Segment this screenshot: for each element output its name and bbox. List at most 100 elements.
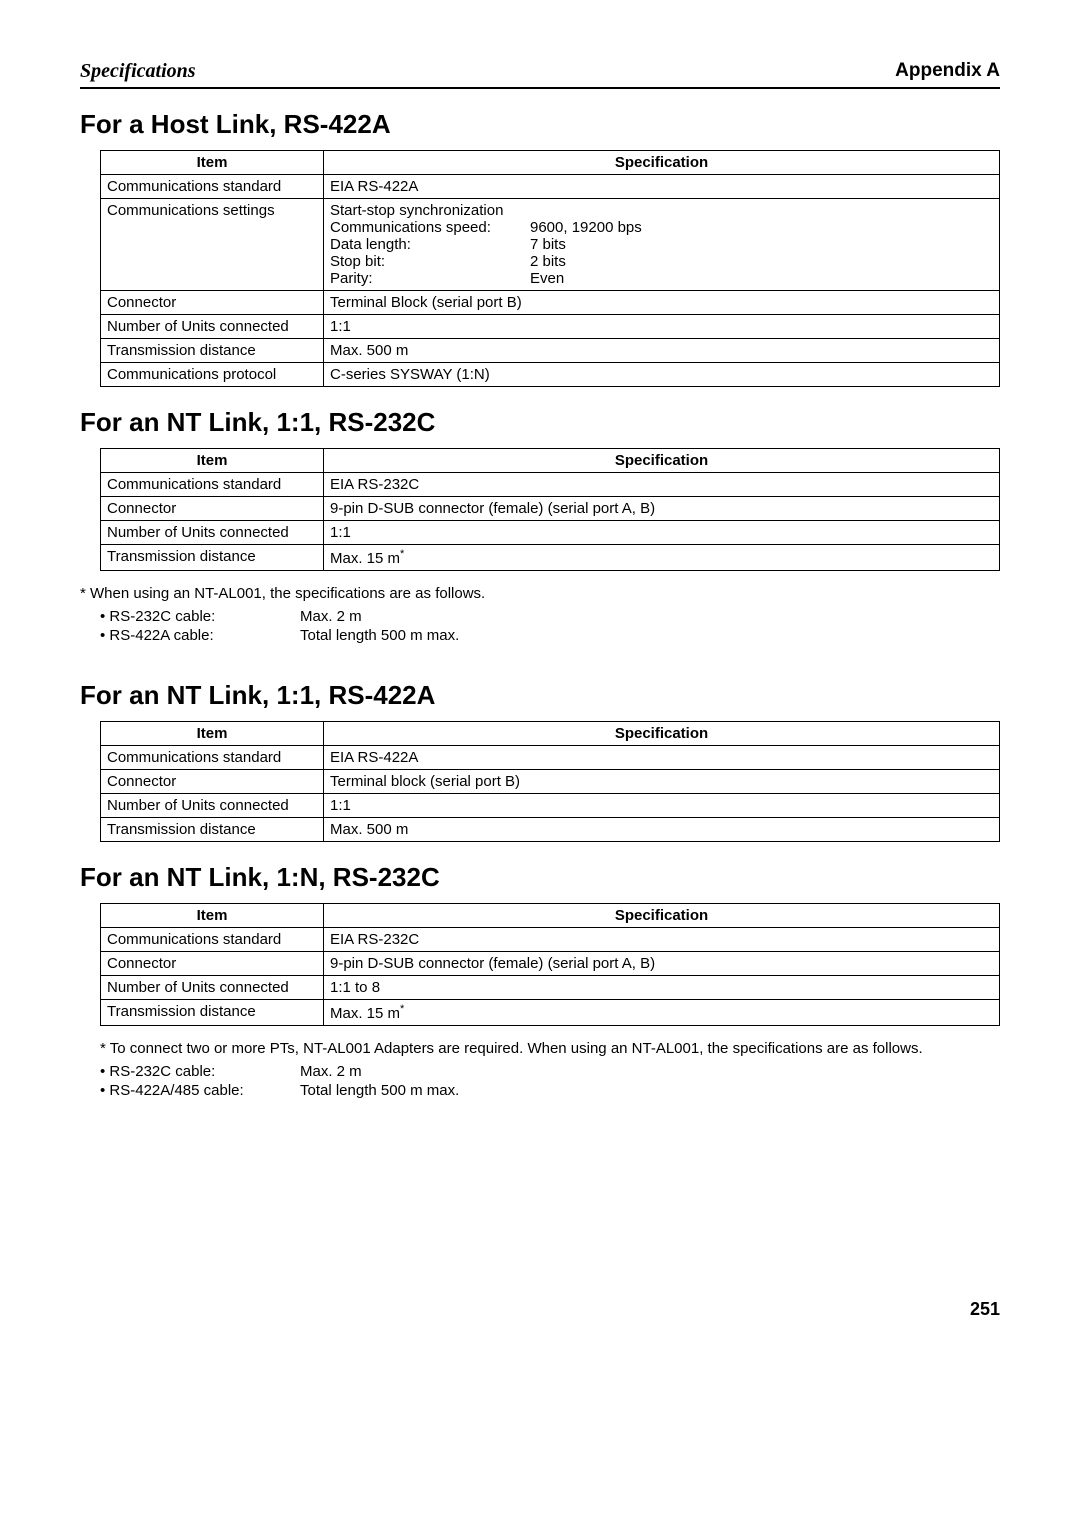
- cell-spec: 9-pin D-SUB connector (female) (serial p…: [324, 952, 1000, 976]
- bullet-row: • RS-422A cable: Total length 500 m max.: [100, 627, 1000, 644]
- table-row: Transmission distance Max. 500 m: [101, 339, 1000, 363]
- spec-table: Item Specification Communications standa…: [100, 721, 1000, 842]
- spec-table: Item Specification Communications standa…: [100, 448, 1000, 571]
- bullet-row: • RS-232C cable: Max. 2 m: [100, 608, 1000, 625]
- col-header-item: Item: [101, 904, 324, 928]
- cell-spec: Max. 500 m: [324, 818, 1000, 842]
- cell-spec: Terminal Block (serial port B): [324, 291, 1000, 315]
- cell-item: Communications protocol: [101, 363, 324, 387]
- cell-item: Communications standard: [101, 928, 324, 952]
- asterisk: *: [400, 548, 404, 560]
- settings-line: Parity: Even: [330, 270, 993, 287]
- settings-value: 7 bits: [530, 236, 566, 253]
- col-header-item: Item: [101, 722, 324, 746]
- cell-spec-settings: Start-stop synchronization Communication…: [324, 199, 1000, 291]
- section-title: For an NT Link, 1:1, RS-422A: [80, 680, 1000, 711]
- footnote-lead: * When using an NT-AL001, the specificat…: [80, 585, 1000, 602]
- cell-item: Connector: [101, 952, 324, 976]
- cell-spec: EIA RS-422A: [324, 746, 1000, 770]
- col-header-spec: Specification: [324, 151, 1000, 175]
- spec-table: Item Specification Communications standa…: [100, 150, 1000, 387]
- cell-spec: Max. 15 m*: [324, 1000, 1000, 1026]
- bullet-label: • RS-422A/485 cable:: [100, 1082, 300, 1099]
- cell-item: Connector: [101, 770, 324, 794]
- cell-spec: 1:1: [324, 521, 1000, 545]
- bullet-label: • RS-232C cable:: [100, 1063, 300, 1080]
- col-header-item: Item: [101, 151, 324, 175]
- spec-table: Item Specification Communications standa…: [100, 903, 1000, 1026]
- page-number: 251: [80, 1299, 1000, 1320]
- section-title: For an NT Link, 1:N, RS-232C: [80, 862, 1000, 893]
- cell-spec: Max. 15 m*: [324, 545, 1000, 571]
- table-row: Transmission distance Max. 15 m*: [101, 1000, 1000, 1026]
- cell-spec: 9-pin D-SUB connector (female) (serial p…: [324, 497, 1000, 521]
- settings-label: Data length:: [330, 236, 530, 253]
- asterisk: *: [400, 1003, 404, 1015]
- col-header-spec: Specification: [324, 449, 1000, 473]
- cell-item: Connector: [101, 497, 324, 521]
- footnote-bullets: • RS-232C cable: Max. 2 m • RS-422A/485 …: [100, 1063, 1000, 1099]
- cell-item: Communications standard: [101, 473, 324, 497]
- col-header-spec: Specification: [324, 722, 1000, 746]
- bullet-value: Max. 2 m: [300, 1063, 362, 1080]
- page-header: Specifications Appendix A: [80, 60, 1000, 89]
- cell-spec: Terminal block (serial port B): [324, 770, 1000, 794]
- table-row: Connector 9-pin D-SUB connector (female)…: [101, 952, 1000, 976]
- table-row: Connector Terminal block (serial port B): [101, 770, 1000, 794]
- cell-spec: 1:1: [324, 794, 1000, 818]
- cell-item: Connector: [101, 291, 324, 315]
- settings-label: Communications speed:: [330, 219, 530, 236]
- bullet-value: Total length 500 m max.: [300, 627, 459, 644]
- cell-spec: Max. 500 m: [324, 339, 1000, 363]
- table-row: Number of Units connected 1:1: [101, 315, 1000, 339]
- cell-item: Communications settings: [101, 199, 324, 291]
- section-title: For an NT Link, 1:1, RS-232C: [80, 407, 1000, 438]
- settings-value: Even: [530, 270, 564, 287]
- cell-spec: EIA RS-232C: [324, 473, 1000, 497]
- settings-value: 9600, 19200 bps: [530, 219, 642, 236]
- table-row: Communications standard EIA RS-422A: [101, 746, 1000, 770]
- table-row: Transmission distance Max. 500 m: [101, 818, 1000, 842]
- table-row: Number of Units connected 1:1: [101, 521, 1000, 545]
- cell-spec: EIA RS-422A: [324, 175, 1000, 199]
- cell-spec: EIA RS-232C: [324, 928, 1000, 952]
- section-title: For a Host Link, RS-422A: [80, 109, 1000, 140]
- header-right: Appendix A: [895, 60, 1000, 83]
- cell-item: Transmission distance: [101, 545, 324, 571]
- table-row: Number of Units connected 1:1: [101, 794, 1000, 818]
- col-header-spec: Specification: [324, 904, 1000, 928]
- settings-line: Data length: 7 bits: [330, 236, 993, 253]
- settings-line: Stop bit: 2 bits: [330, 253, 993, 270]
- table-row: Number of Units connected 1:1 to 8: [101, 976, 1000, 1000]
- col-header-item: Item: [101, 449, 324, 473]
- footnote-lead: * To connect two or more PTs, NT-AL001 A…: [100, 1040, 1000, 1057]
- cell-spec: 1:1: [324, 315, 1000, 339]
- table-row: Communications settings Start-stop synch…: [101, 199, 1000, 291]
- settings-label: Stop bit:: [330, 253, 530, 270]
- bullet-label: • RS-232C cable:: [100, 608, 300, 625]
- table-row: Connector Terminal Block (serial port B): [101, 291, 1000, 315]
- cell-item: Communications standard: [101, 175, 324, 199]
- table-row: Communications protocol C-series SYSWAY …: [101, 363, 1000, 387]
- header-left: Specifications: [80, 60, 196, 83]
- table-row: Communications standard EIA RS-232C: [101, 928, 1000, 952]
- settings-line: Communications speed: 9600, 19200 bps: [330, 219, 993, 236]
- bullet-value: Max. 2 m: [300, 608, 362, 625]
- table-row: Communications standard EIA RS-232C: [101, 473, 1000, 497]
- settings-label: Parity:: [330, 270, 530, 287]
- settings-top: Start-stop synchronization: [330, 202, 993, 219]
- cell-item: Number of Units connected: [101, 976, 324, 1000]
- table-row: Communications standard EIA RS-422A: [101, 175, 1000, 199]
- cell-item: Transmission distance: [101, 818, 324, 842]
- bullet-row: • RS-422A/485 cable: Total length 500 m …: [100, 1082, 1000, 1099]
- cell-item: Number of Units connected: [101, 315, 324, 339]
- cell-item: Number of Units connected: [101, 794, 324, 818]
- settings-value: 2 bits: [530, 253, 566, 270]
- cell-item: Communications standard: [101, 746, 324, 770]
- table-row: Transmission distance Max. 15 m*: [101, 545, 1000, 571]
- bullet-label: • RS-422A cable:: [100, 627, 300, 644]
- footnote-bullets: • RS-232C cable: Max. 2 m • RS-422A cabl…: [100, 608, 1000, 644]
- cell-spec: C-series SYSWAY (1:N): [324, 363, 1000, 387]
- bullet-value: Total length 500 m max.: [300, 1082, 459, 1099]
- cell-item: Transmission distance: [101, 1000, 324, 1026]
